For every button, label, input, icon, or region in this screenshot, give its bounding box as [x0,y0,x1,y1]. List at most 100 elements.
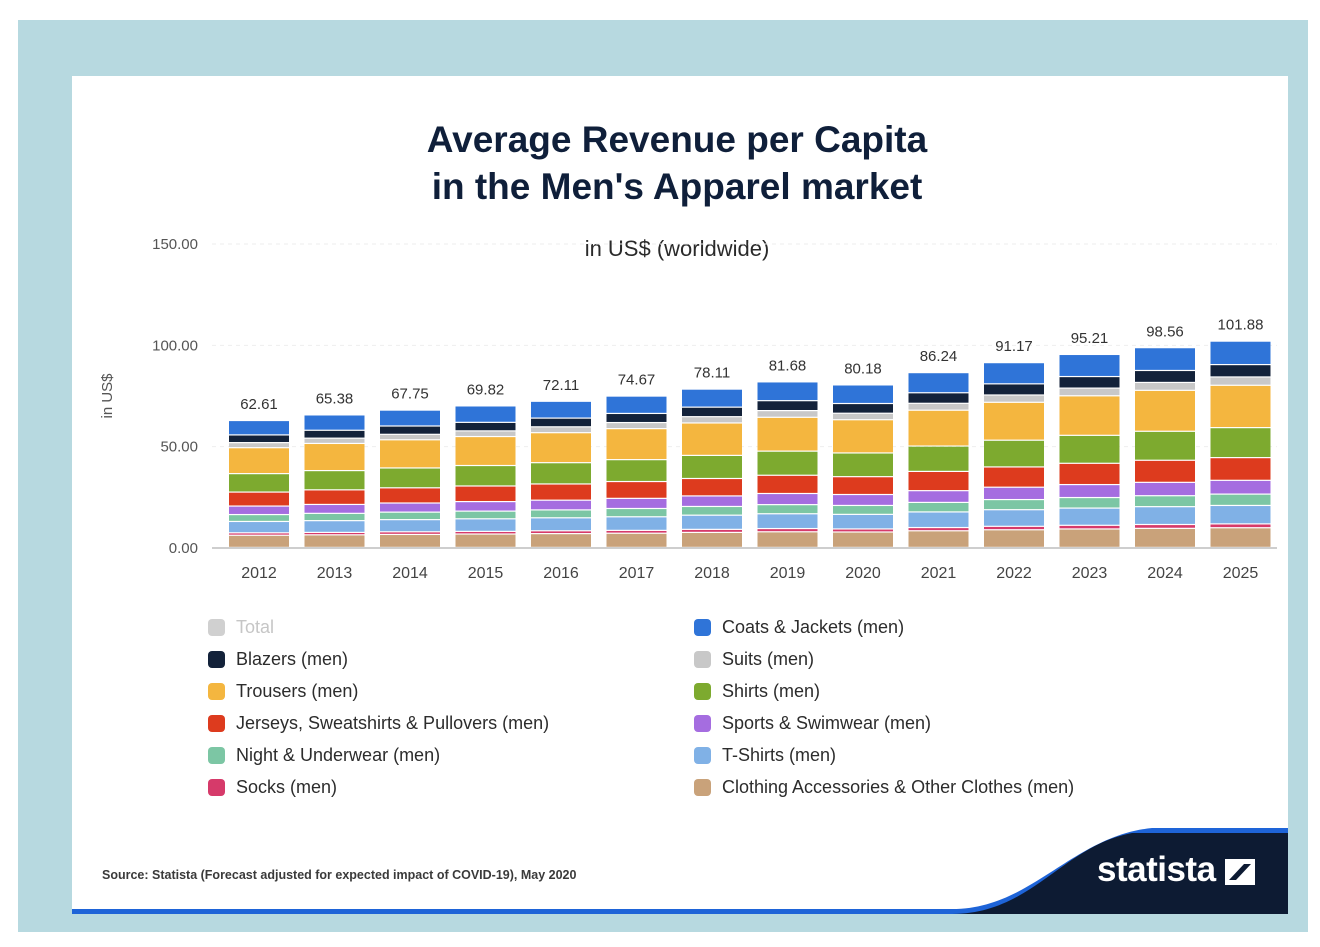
bar-segment [757,514,818,528]
bar-segment [682,533,742,547]
legend-item[interactable]: Sports & Swimwear (men) [694,711,931,735]
bar-segment [908,531,969,547]
bar-segment [304,430,365,438]
x-tick-label: 2015 [468,565,504,582]
legend-item[interactable]: Shirts (men) [694,679,820,703]
bar-segment [229,474,289,492]
bar-segment [531,401,591,418]
bar-segment [531,418,591,427]
legend-label: Coats & Jackets (men) [722,616,905,637]
legend-swatch [208,746,225,764]
bar-segment [682,507,742,515]
bar-segment [682,407,742,417]
legend-item[interactable]: Blazers (men) [208,647,348,671]
bar-segment [380,520,440,532]
bar-segment [984,395,1044,402]
bar-segment [1135,528,1195,547]
bar-segment [682,496,742,506]
chart-title: Average Revenue per Capita in the Men's … [72,116,1282,210]
y-tick-label: 0.00 [169,540,198,557]
bar-segment [304,535,365,547]
legend-label: Socks (men) [236,776,338,797]
total-data-label: 62.61 [240,396,278,413]
bar-segment [757,451,818,475]
bar-segment [833,385,893,403]
legend-item[interactable]: Socks (men) [208,775,337,799]
legend-label: T-Shirts (men) [722,744,837,765]
legend-item[interactable]: Jerseys, Sweatshirts & Pullovers (men) [208,711,549,735]
bar-segment [1135,460,1195,482]
bar-segment [908,403,969,410]
bar-segment [682,455,742,478]
statista-logo-text[interactable]: statista [1097,850,1216,889]
bar-segment [304,521,365,532]
bar-segment [833,495,893,505]
bar-segment [606,460,667,481]
legend-item[interactable]: Trousers (men) [208,679,358,703]
bar-segment [1210,528,1271,547]
legend-label: Sports & Swimwear (men) [722,712,932,733]
bar-segment [531,500,591,510]
bar-segment [455,531,516,534]
source-note: Source: Statista (Forecast adjusted for … [102,868,577,882]
legend-item[interactable]: T-Shirts (men) [694,743,836,767]
legend-item[interactable]: Total [208,615,274,639]
legend-swatch [208,778,225,796]
bar-segment [682,479,742,496]
total-data-label: 98.56 [1146,323,1184,340]
bar-segment [229,515,289,521]
y-tick-label: 50.00 [160,439,198,456]
bar-segment [455,486,516,501]
bar-segment [1210,494,1271,505]
chart-title-line-1: Average Revenue per Capita [426,119,928,160]
chart-subtitle: in US$ (worldwide) [584,236,770,261]
bar-segment [908,410,969,446]
chart-legend: Total Coats & Jackets (men) Blazers (men) S… [72,76,1288,914]
bar-segment [984,467,1044,487]
bar-segment [1059,377,1120,388]
bar-segment [380,503,440,512]
bar-segment [984,384,1044,395]
bar-segment [304,533,365,535]
bar-segment [606,509,667,517]
legend-label: Clothing Accessories & Other Clothes (me… [722,776,1075,797]
x-tick-label: 2016 [543,565,579,582]
chart-card: Average Revenue per Capita in the Men's … [72,76,1288,914]
legend-item[interactable]: Coats & Jackets (men) [694,615,904,639]
bar-segment [833,477,893,494]
statista-logo-icon [1225,859,1255,885]
bar-segment [304,490,365,504]
bar-segment [304,513,365,521]
bar-segment [1059,508,1120,525]
bar-segment [229,421,289,435]
bar-segment [757,475,818,493]
bar-segment [455,534,516,547]
bar-segment [908,446,969,471]
bar-segment [682,529,742,532]
total-data-label: 80.18 [844,361,882,378]
bar-segment [606,482,667,498]
legend-item[interactable]: Night & Underwear (men) [208,743,440,767]
legend-item[interactable]: Suits (men) [694,647,814,671]
y-tick-label: 150.00 [152,236,198,253]
x-tick-label: 2019 [770,565,806,582]
legend-swatch [208,650,225,668]
bar-segment [1135,507,1195,524]
bar-segment [1059,498,1120,508]
bar-segment [984,487,1044,499]
bar-segment [606,530,667,533]
bar-segment [757,532,818,547]
legend-label: Night & Underwear (men) [236,744,441,765]
total-data-label: 69.82 [467,381,505,398]
legend-item[interactable]: Clothing Accessories & Other Clothes (me… [694,775,1074,799]
bar-segment [833,420,893,453]
bar-segment [380,410,440,426]
bar-segment [304,444,365,470]
bar-segment [984,510,1044,526]
legend-label: Total [236,616,275,637]
chart-title-line-2: in the Men's Apparel market [431,166,923,207]
legend-swatch [694,778,711,796]
bar-segment [1210,385,1271,428]
legend-swatch [694,714,711,732]
total-data-label: 72.11 [543,377,579,394]
